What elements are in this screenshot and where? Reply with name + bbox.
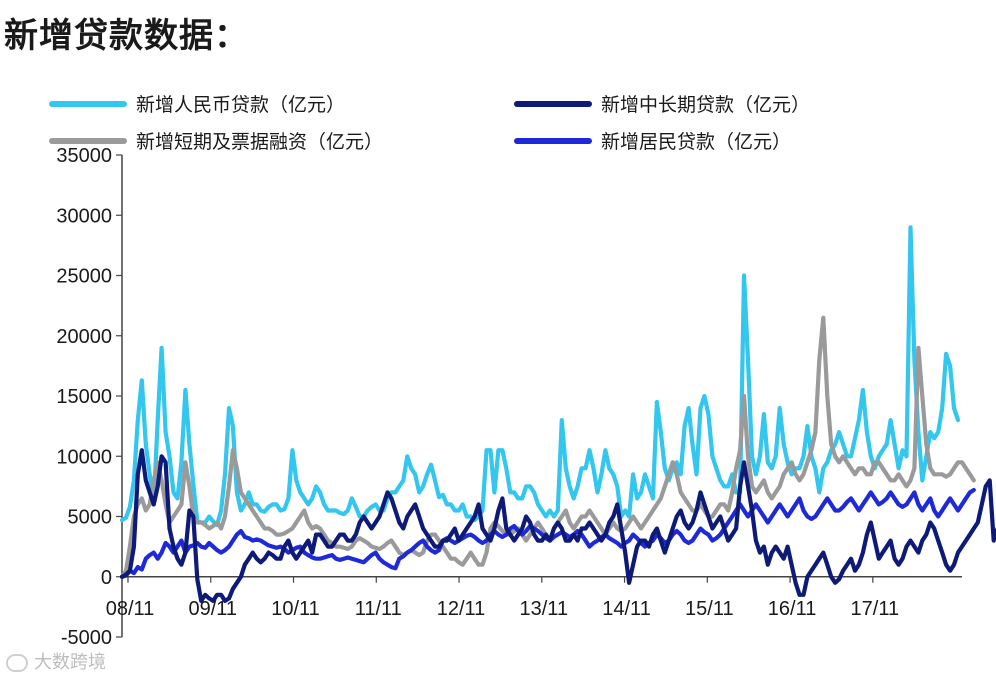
y-tick-label: 10000 — [56, 446, 112, 468]
watermark: 大数跨境 — [6, 648, 106, 674]
legend-label-2: 新增短期及票据融资（亿元） — [136, 131, 383, 153]
series-line-0 — [119, 225, 961, 528]
watermark-logo-icon — [6, 654, 28, 672]
x-tick-label: 13/11 — [520, 598, 569, 620]
legend-label-3: 新增居民贷款（亿元） — [601, 131, 791, 153]
y-tick-label: 0 — [101, 567, 112, 589]
y-tick-label: 25000 — [56, 266, 112, 288]
series-line-1 — [119, 448, 996, 604]
x-tick-label: 10/11 — [271, 598, 320, 620]
legend-label-0: 新增人民币贷款（亿元） — [136, 94, 345, 116]
x-tick-label: 17/11 — [851, 598, 900, 620]
x-tick-label: 15/11 — [685, 598, 734, 620]
y-tick-label: 15000 — [56, 386, 112, 408]
y-tick-label: 30000 — [56, 205, 112, 227]
plot-area — [119, 225, 996, 604]
y-tick-label: -5000 — [61, 627, 112, 649]
x-tick-label: 12/11 — [437, 598, 486, 620]
y-axis: -5000 0 5000 10000 15000 20000 25000 30000 35000 — [56, 145, 123, 649]
legend-label-1: 新增中长期贷款（亿元） — [601, 94, 810, 116]
x-tick-label: 08/11 — [106, 598, 155, 620]
x-tick-label: 14/11 — [602, 598, 651, 620]
x-tick-label: 09/11 — [188, 598, 237, 620]
watermark-text: 大数跨境 — [34, 652, 106, 673]
x-tick-label: 11/11 — [355, 598, 402, 620]
legend: 新增人民币贷款（亿元） 新增中长期贷款（亿元） 新增短期及票据融资（亿元） 新增居民贷… — [49, 94, 810, 153]
x-axis: 08/11 09/11 10/11 11/11 12/11 13/11 14/11 15/11… — [106, 576, 962, 620]
y-tick-label: 35000 — [56, 145, 112, 167]
y-tick-label: 5000 — [68, 507, 113, 529]
x-tick-label: 16/11 — [768, 598, 817, 620]
y-tick-label: 20000 — [56, 326, 112, 348]
page-title: 新增贷款数据： — [4, 16, 249, 56]
